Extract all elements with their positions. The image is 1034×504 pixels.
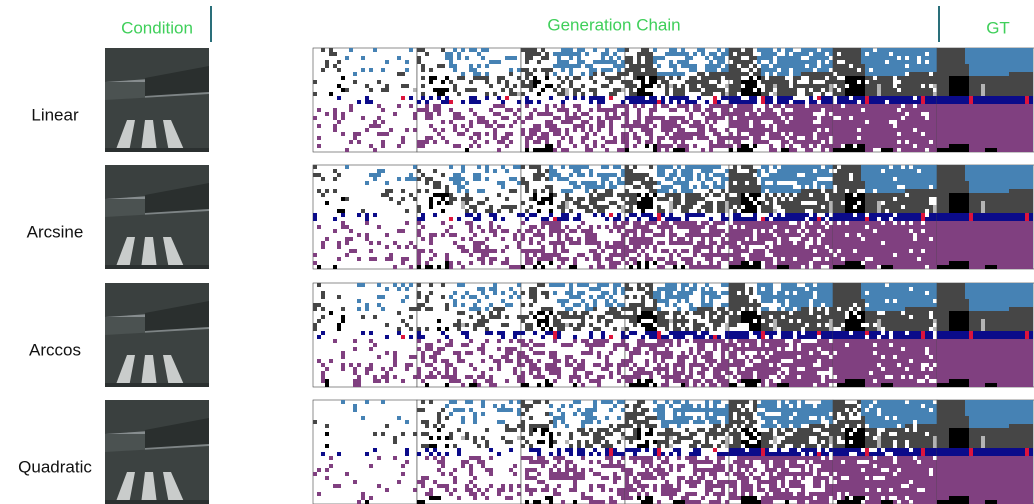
map-background [209,283,313,387]
condition-image [105,48,209,152]
header-gt: GT [986,18,1010,37]
header-condition: Condition [121,18,193,37]
row-label: Arccos [29,340,81,359]
segment-pixels [401,335,405,339]
generated-map [729,165,833,269]
segment-pixels [461,201,465,209]
row-label: Quadratic [18,457,92,476]
segment-pixels [517,92,521,96]
generated-map [209,165,313,269]
condition-image [105,165,209,269]
segment-pixels [965,48,1033,76]
segment-pixels [981,201,985,213]
generated-map [833,283,937,387]
ground-truth-map [937,165,1034,269]
generated-map [209,400,313,504]
generated-map [729,283,833,387]
segment-pixels [965,165,1033,193]
segment-pixels [965,400,1033,428]
page: {"header": {"condition": "Condition", "g… [0,0,1034,504]
generated-map [625,400,729,504]
generated-map [417,165,521,269]
generated-map [625,283,729,387]
segment-pixels [981,319,985,331]
segment-pixels [937,448,1033,456]
condition-image [105,283,209,387]
generated-map [833,165,937,269]
figure: Condition Generation Chain GT Linear Arcs… [0,0,1034,504]
segment-pixels [937,331,1033,339]
row-label: Linear [31,105,79,124]
generated-map [313,400,417,504]
map-background [209,400,313,504]
segment-pixels [657,213,661,221]
header-generation-chain: Generation Chain [547,15,680,34]
generated-map [313,48,417,152]
segment-pixels [449,217,453,221]
generated-map [625,165,729,269]
segment-pixels [609,96,613,100]
segment-pixels [965,283,1033,311]
generated-map [521,165,625,269]
generated-map [313,165,417,269]
row-label: Arcsine [27,222,84,241]
segment-pixels [981,436,985,448]
ground-truth-map [937,283,1034,387]
generated-map [729,48,833,152]
condition-image [105,400,209,504]
generated-map [521,48,625,152]
segment-pixels [861,283,937,311]
segment-pixels [461,323,465,327]
segment-pixels [413,88,417,92]
map-background [209,165,313,269]
generated-map [209,283,313,387]
generated-map [209,48,313,152]
segment-pixels [609,448,613,456]
generated-map [729,400,833,504]
generated-map [833,400,937,504]
segment-pixels [401,96,405,100]
generated-map [521,400,625,504]
segment-pixels [937,96,1033,104]
ground-truth-map [937,48,1034,152]
generated-map [521,283,625,387]
generated-map [313,283,417,387]
generated-map [625,48,729,152]
generated-map [417,48,521,152]
generated-map [417,283,521,387]
generated-map [833,48,937,152]
segment-pixels [981,84,985,96]
generated-map [417,400,521,504]
ground-truth-map [937,400,1034,504]
map-background [209,48,313,152]
segment-pixels [937,213,1033,221]
